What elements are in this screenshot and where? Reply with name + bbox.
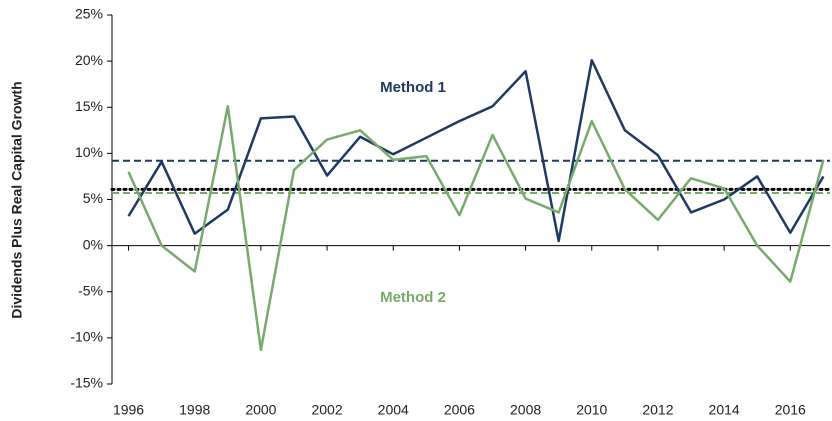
x-tick-label: 2000 <box>245 402 276 418</box>
x-tick-label: 1998 <box>179 402 210 418</box>
y-tick-label: -5% <box>78 282 103 298</box>
x-tick-label: 2006 <box>444 402 475 418</box>
x-tick-label: 2008 <box>510 402 541 418</box>
x-tick-label: 2016 <box>775 402 806 418</box>
x-tick-label: 2004 <box>378 402 409 418</box>
x-tick-label: 2012 <box>642 402 673 418</box>
y-tick-label: 15% <box>75 98 103 114</box>
y-tick-label: -10% <box>70 329 103 345</box>
series-label: Method 2 <box>380 289 446 306</box>
series-line <box>127 58 825 243</box>
y-tick-label: 20% <box>75 52 103 68</box>
series-label: Method 1 <box>380 79 446 96</box>
y-axis-label: Dividends Plus Real Capital Growth <box>9 81 25 318</box>
y-tick-label: 5% <box>83 190 103 206</box>
x-tick-label: 2002 <box>311 402 342 418</box>
x-tick-label: 1996 <box>113 402 144 418</box>
x-tick-label: 2010 <box>576 402 607 418</box>
y-tick-label: 10% <box>75 144 103 160</box>
y-tick-label: -15% <box>70 375 103 391</box>
x-tick-label: 2014 <box>709 402 740 418</box>
y-tick-label: 25% <box>75 6 103 22</box>
y-tick-label: 0% <box>83 236 103 252</box>
series-line <box>127 105 825 352</box>
